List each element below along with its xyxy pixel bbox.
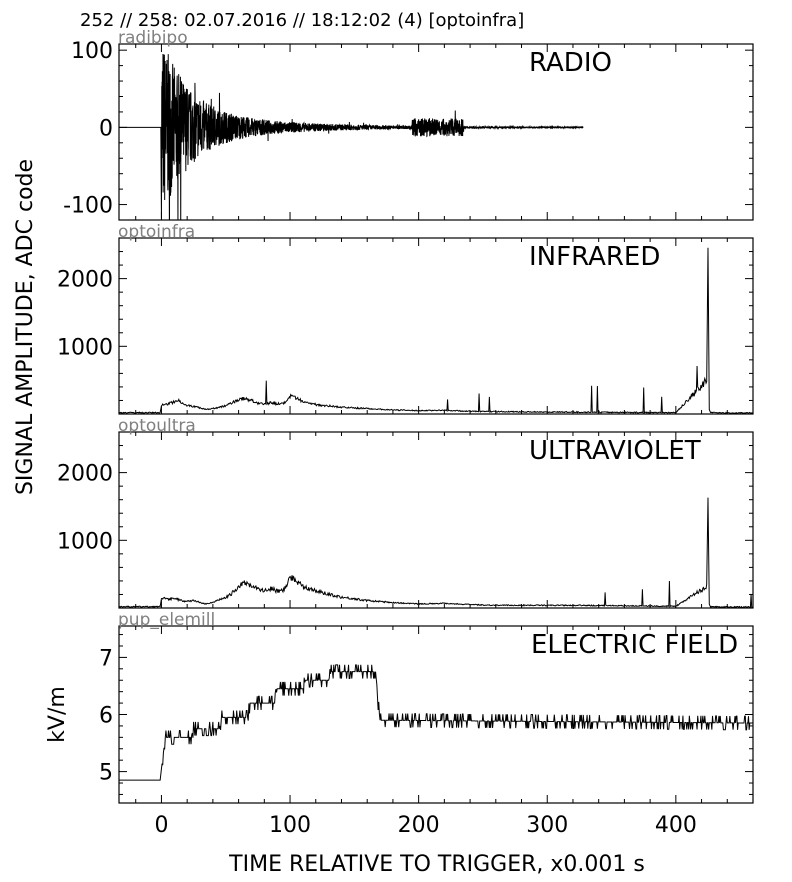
panel-title: RADIO <box>529 48 612 78</box>
trace-ultraviolet <box>119 497 753 608</box>
panel-electric-field: 5 6 7 0 100 200 300 400 pup_elemill ELECTRIC FIEL… <box>45 610 754 838</box>
ytick-label: 100 <box>71 39 113 64</box>
channel-label: radibipo <box>118 28 188 48</box>
panel-infrared: 1000 2000 optoinfra INFRARED <box>57 222 754 415</box>
trace-radio <box>119 54 584 220</box>
ytick-label: 2000 <box>57 462 113 487</box>
figure-header: 252 // 258: 02.07.2016 // 18:12:02 (4) [… <box>80 10 524 31</box>
panel-ylabel: kV/m <box>45 686 70 743</box>
xtick-label: 0 <box>154 813 168 838</box>
ytick-label: 2000 <box>57 268 113 293</box>
panel-ultraviolet: 1000 2000 optoultra ULTRAVIOLET <box>57 416 754 609</box>
xtick-label: 300 <box>526 813 568 838</box>
panel-title: ELECTRIC FIELD <box>531 630 738 660</box>
frame-infrared <box>118 237 754 415</box>
xtick-label: 200 <box>398 813 440 838</box>
xtick-label: 400 <box>655 813 697 838</box>
ytick-label: 1000 <box>57 335 113 360</box>
trace-infrared <box>119 247 753 414</box>
frame-ultraviolet <box>118 431 754 609</box>
figure-ylabel: SIGNAL AMPLITUDE, ADC code <box>13 159 38 495</box>
ytick-label: -100 <box>63 194 113 219</box>
ytick-label: 7 <box>99 646 113 671</box>
ytick-label: 1000 <box>57 529 113 554</box>
panel-title: INFRARED <box>529 242 660 272</box>
channel-label: pup_elemill <box>118 610 215 630</box>
figure-xlabel: TIME RELATIVE TO TRIGGER, x0.001 s <box>228 852 645 877</box>
panel-title: ULTRAVIOLET <box>529 436 701 466</box>
xtick-label: 100 <box>269 813 311 838</box>
frame-radio <box>118 43 754 221</box>
channel-label: optoinfra <box>118 222 195 242</box>
channel-label: optoultra <box>118 416 196 436</box>
ytick-label: 0 <box>99 116 113 141</box>
ytick-label: 6 <box>99 704 113 729</box>
ytick-label: 5 <box>99 761 113 786</box>
trace-electric-field <box>119 664 753 781</box>
